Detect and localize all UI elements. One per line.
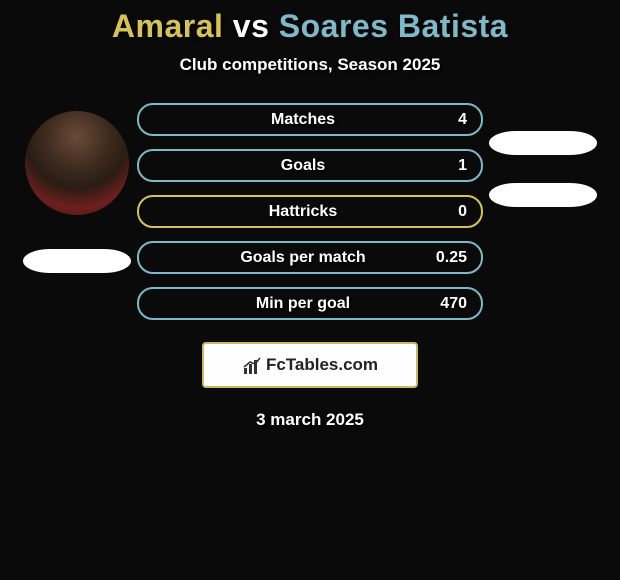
stat-value: 1 <box>427 157 467 175</box>
stat-row: Goals per match0.25 <box>137 241 483 274</box>
stat-value: 470 <box>427 295 467 313</box>
player2-name: Soares Batista <box>279 8 508 44</box>
stat-value: 4 <box>427 111 467 129</box>
date-label: 3 march 2025 <box>256 410 364 430</box>
stat-label: Matches <box>139 111 427 129</box>
brand-text: FcTables.com <box>266 355 378 375</box>
stat-row: Min per goal470 <box>137 287 483 320</box>
stat-label: Goals <box>139 157 427 175</box>
player2-pill <box>489 131 597 155</box>
content-row: Matches4Goals1Hattricks0Goals per match0… <box>0 103 620 320</box>
player1-avatar <box>25 111 129 215</box>
stat-row: Matches4 <box>137 103 483 136</box>
player1-name-pill <box>23 249 131 273</box>
stat-row: Goals1 <box>137 149 483 182</box>
stat-label: Min per goal <box>139 295 427 313</box>
comparison-card: Amaral vs Soares Batista Club competitio… <box>0 0 620 430</box>
stat-label: Hattricks <box>139 203 427 221</box>
subtitle: Club competitions, Season 2025 <box>180 55 441 75</box>
stat-value: 0.25 <box>427 249 467 267</box>
player1-panel <box>17 103 137 273</box>
brand-badge[interactable]: FcTables.com <box>202 342 418 388</box>
stat-row: Hattricks0 <box>137 195 483 228</box>
stat-value: 0 <box>427 203 467 221</box>
page-title: Amaral vs Soares Batista <box>112 8 508 45</box>
chart-icon <box>242 356 262 374</box>
player1-name: Amaral <box>112 8 224 44</box>
player2-pill <box>489 183 597 207</box>
player2-panel <box>483 103 603 207</box>
stats-list: Matches4Goals1Hattricks0Goals per match0… <box>137 103 483 320</box>
vs-separator: vs <box>223 8 278 44</box>
stat-label: Goals per match <box>139 249 427 267</box>
